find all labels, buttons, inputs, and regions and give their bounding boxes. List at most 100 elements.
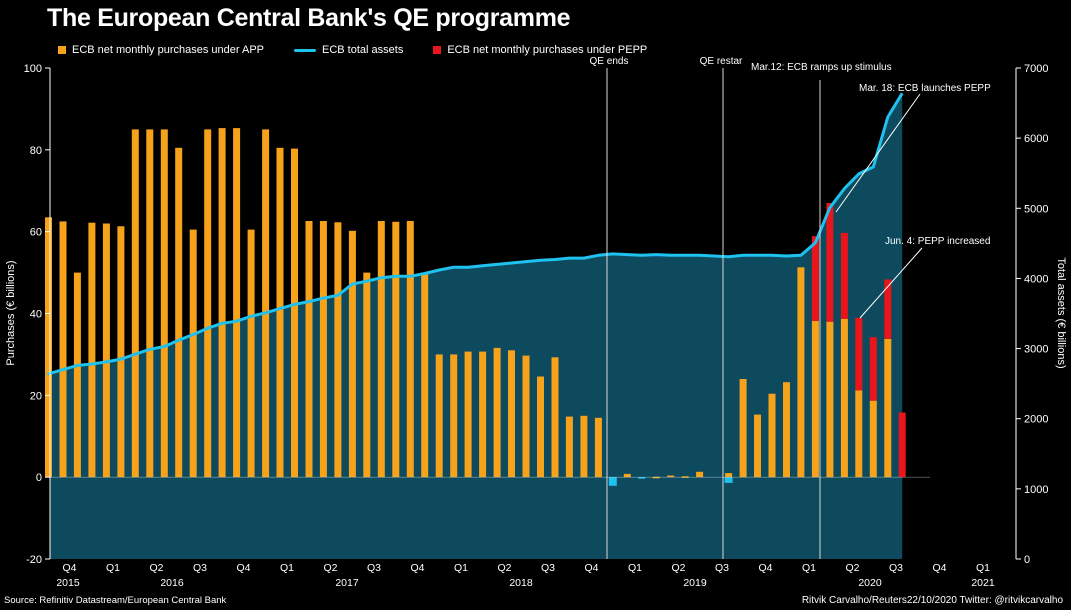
app-bar — [102, 223, 110, 478]
app-bar — [247, 229, 255, 478]
app-bar — [218, 128, 226, 478]
year-label: 2017 — [335, 577, 359, 589]
quarter-label: Q4 — [758, 562, 772, 574]
quarter-label: Q3 — [715, 562, 729, 574]
quarter-label: Q1 — [454, 562, 468, 574]
quarter-label: Q2 — [671, 562, 685, 574]
app-bar — [580, 415, 588, 478]
app-bar — [319, 221, 327, 478]
app-bar — [233, 128, 241, 478]
assets-area-layer — [48, 93, 903, 560]
app-bar — [117, 226, 125, 478]
app-bar — [855, 390, 863, 478]
app-bar — [725, 473, 733, 478]
app-bar — [623, 473, 631, 478]
quarter-label: Q3 — [541, 562, 555, 574]
year-label: 2020 — [858, 577, 882, 589]
quarter-label: Q1 — [628, 562, 642, 574]
app-bar — [696, 471, 704, 478]
year-label: 2015 — [56, 577, 80, 589]
app-bar — [811, 320, 819, 478]
app-bar — [59, 221, 67, 478]
legend-swatch-assets — [294, 48, 316, 52]
app-bar — [131, 129, 139, 478]
app-bar — [262, 129, 270, 478]
app-bar — [175, 147, 183, 478]
credit-note: Ritvik Carvalho/Reuters22/10/2020 Twitte… — [801, 595, 1063, 606]
quarter-label: Q1 — [976, 562, 990, 574]
legend: ECB net monthly purchases under APP ECB … — [58, 43, 677, 57]
left-tick-label: 20 — [30, 390, 42, 402]
quarter-label: Q4 — [584, 562, 598, 574]
app-bar — [754, 414, 761, 478]
assets-line — [47, 92, 904, 376]
source-note: Source: Refinitiv Datastream/European Ce… — [4, 595, 227, 606]
annotation-jun4: Jun. 4: PEPP increased — [885, 236, 990, 247]
right-axis-label: Total assets (€ billions) — [1055, 257, 1067, 368]
annotation-leader-mar18 — [835, 93, 921, 213]
annotation-leader-jun4 — [859, 247, 923, 319]
annotation-qe-ends: QE ends — [590, 56, 629, 67]
annotations-layer: QE ends QE restar Mar.12: ECB ramps up sti… — [590, 56, 991, 559]
app-bar — [508, 350, 515, 478]
left-tick-label: 100 — [24, 63, 42, 75]
left-axis-label: Purchases (€ billions) — [5, 260, 17, 365]
app-bar — [594, 417, 602, 478]
app-bar — [348, 230, 356, 478]
quarter-label: Q1 — [106, 562, 120, 574]
legend-label-app: ECB net monthly purchases under APP — [72, 44, 264, 56]
app-bar — [551, 357, 559, 478]
legend-swatch-app — [58, 46, 66, 54]
app-bar — [840, 318, 848, 478]
right-tick-label: 7000 — [1024, 63, 1048, 75]
legend-swatch-pepp — [433, 46, 442, 54]
app-bar — [565, 416, 573, 478]
app-bar — [146, 129, 154, 478]
right-tick-label: 1000 — [1024, 484, 1048, 496]
app-bar — [869, 400, 877, 478]
quarter-label: Q2 — [149, 562, 163, 574]
annotation-mar12: Mar.12: ECB ramps up stimulus — [751, 62, 892, 73]
app-bar — [783, 382, 790, 478]
left-tick-label: 80 — [30, 145, 42, 157]
quarter-label: Q2 — [323, 562, 337, 574]
annotation-mar18: Mar. 18: ECB launches PEPP — [859, 83, 991, 94]
legend-label-assets: ECB total assets — [322, 44, 404, 56]
legend-item-pepp: ECB net monthly purchases under PEPP — [433, 44, 647, 56]
app-bar — [739, 379, 747, 478]
pepp-bar — [840, 232, 848, 319]
year-label: 2018 — [509, 577, 533, 589]
annotation-qe-restart: QE restar — [700, 56, 743, 67]
legend-label-pepp: ECB net monthly purchases under PEPP — [447, 44, 648, 56]
app-bar — [450, 354, 458, 478]
right-tick-label: 6000 — [1024, 133, 1048, 145]
year-label: 2021 — [971, 577, 995, 589]
right-tick-label: 4000 — [1024, 273, 1048, 285]
app-bar — [377, 221, 385, 478]
pepp-bar — [811, 236, 819, 321]
app-bar — [73, 272, 81, 478]
app-bar — [363, 272, 371, 478]
app-bar — [189, 229, 197, 478]
app-bar — [493, 347, 501, 478]
year-label: 2016 — [160, 577, 184, 589]
right-tick-label: 2000 — [1024, 414, 1048, 426]
app-bar — [884, 338, 892, 478]
app-bar — [305, 221, 313, 478]
app-bar — [652, 476, 660, 479]
pepp-bar — [869, 337, 877, 401]
app-bar — [160, 129, 168, 478]
pepp-bar — [826, 203, 834, 322]
app-bar-negative — [608, 477, 617, 486]
app-bar — [421, 272, 429, 478]
left-tick-label: 60 — [30, 227, 42, 239]
app-bar — [334, 222, 342, 478]
right-tick-label: 5000 — [1024, 203, 1048, 215]
quarter-label: Q2 — [497, 562, 511, 574]
app-bar — [276, 147, 284, 478]
app-bar — [291, 148, 298, 478]
quarter-label: Q3 — [889, 562, 903, 574]
assets-line-layer — [47, 92, 904, 376]
left-tick-label: 0 — [36, 472, 42, 484]
